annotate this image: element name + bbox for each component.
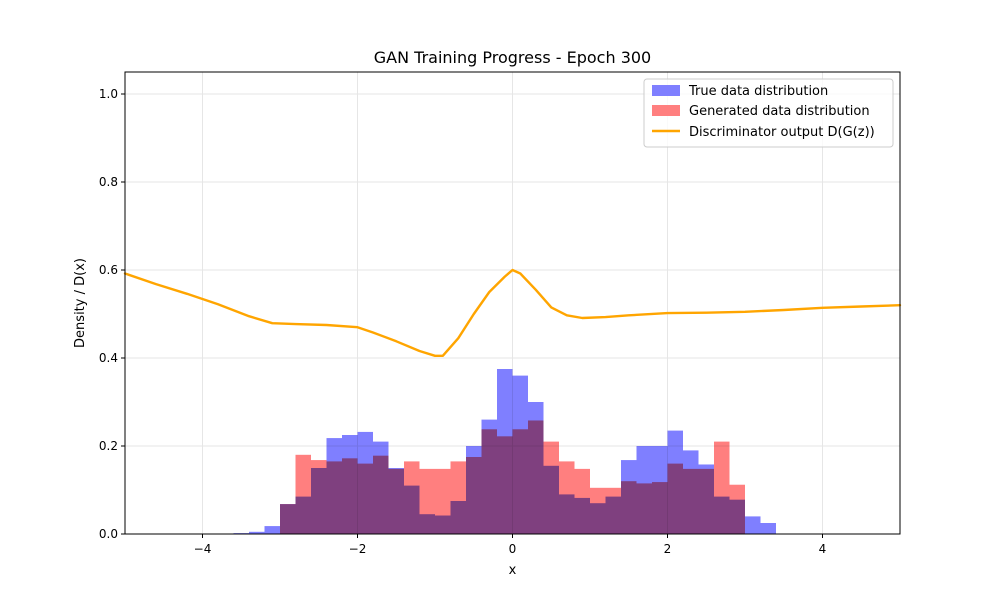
histogram-bar	[745, 516, 761, 534]
x-axis-ticks: −4 −2 0 2 4	[194, 534, 827, 556]
discriminator-line	[123, 268, 902, 357]
legend-box	[643, 78, 894, 148]
histogram-bar	[512, 429, 528, 534]
x-tick-label: −4	[194, 542, 212, 556]
y-tick-label: 0.8	[99, 175, 118, 189]
histogram-bar	[295, 454, 311, 534]
legend-swatch-true	[652, 85, 680, 96]
generated-distribution-bars	[280, 420, 745, 534]
histogram-bar	[404, 461, 420, 534]
histogram-bar	[342, 458, 358, 534]
histogram-bar	[543, 441, 559, 534]
histogram-bar	[698, 468, 714, 534]
histogram-bar	[435, 468, 451, 534]
histogram-bar	[466, 457, 482, 534]
histogram-bar	[419, 468, 435, 534]
y-tick-label: 0.4	[99, 351, 118, 365]
histogram-bar	[714, 441, 730, 534]
y-axis-label: Density / D(x)	[73, 258, 88, 348]
y-axis-ticks: 0.0 0.2 0.4 0.6 0.8 1.0	[99, 87, 125, 541]
histogram-bar	[621, 481, 637, 534]
histogram-bar	[280, 504, 296, 534]
histogram-bar	[357, 463, 373, 534]
x-axis-label: x	[509, 563, 517, 578]
histogram-bar	[373, 455, 389, 534]
histogram-bar	[652, 482, 668, 534]
histogram-bar	[481, 429, 497, 534]
x-tick-label: 0	[509, 542, 517, 556]
histogram-bar	[683, 468, 699, 534]
histogram-bar	[636, 483, 652, 534]
histogram-bar	[574, 468, 590, 534]
histogram-bar	[450, 461, 466, 534]
y-tick-label: 1.0	[99, 87, 118, 101]
histogram-bar	[528, 420, 544, 534]
histogram-bar	[667, 463, 683, 534]
y-tick-label: 0.0	[99, 527, 118, 541]
histogram-bar	[264, 526, 280, 534]
legend-label-discriminator: Discriminator output D(G(z))	[689, 125, 875, 140]
chart-title: GAN Training Progress - Epoch 300	[374, 48, 651, 67]
x-tick-label: 4	[819, 542, 827, 556]
histogram-bar	[760, 523, 776, 534]
histogram-bar	[249, 531, 265, 534]
histogram-bar	[590, 487, 606, 534]
histogram-bar	[605, 487, 621, 534]
histogram-bar	[311, 460, 327, 534]
legend: True data distribution Generated data di…	[643, 78, 894, 148]
histogram-bar	[729, 484, 745, 534]
legend-swatch-generated	[652, 105, 680, 116]
histogram-bar	[388, 468, 404, 534]
legend-label-true: True data distribution	[688, 84, 828, 99]
x-tick-label: 2	[664, 542, 672, 556]
y-tick-label: 0.6	[99, 263, 118, 277]
histogram-bar	[559, 461, 575, 534]
histogram-bar	[326, 461, 342, 534]
histogram-bar	[497, 436, 513, 534]
legend-label-generated: Generated data distribution	[689, 104, 870, 119]
y-tick-label: 0.2	[99, 439, 118, 453]
x-tick-label: −2	[349, 542, 367, 556]
